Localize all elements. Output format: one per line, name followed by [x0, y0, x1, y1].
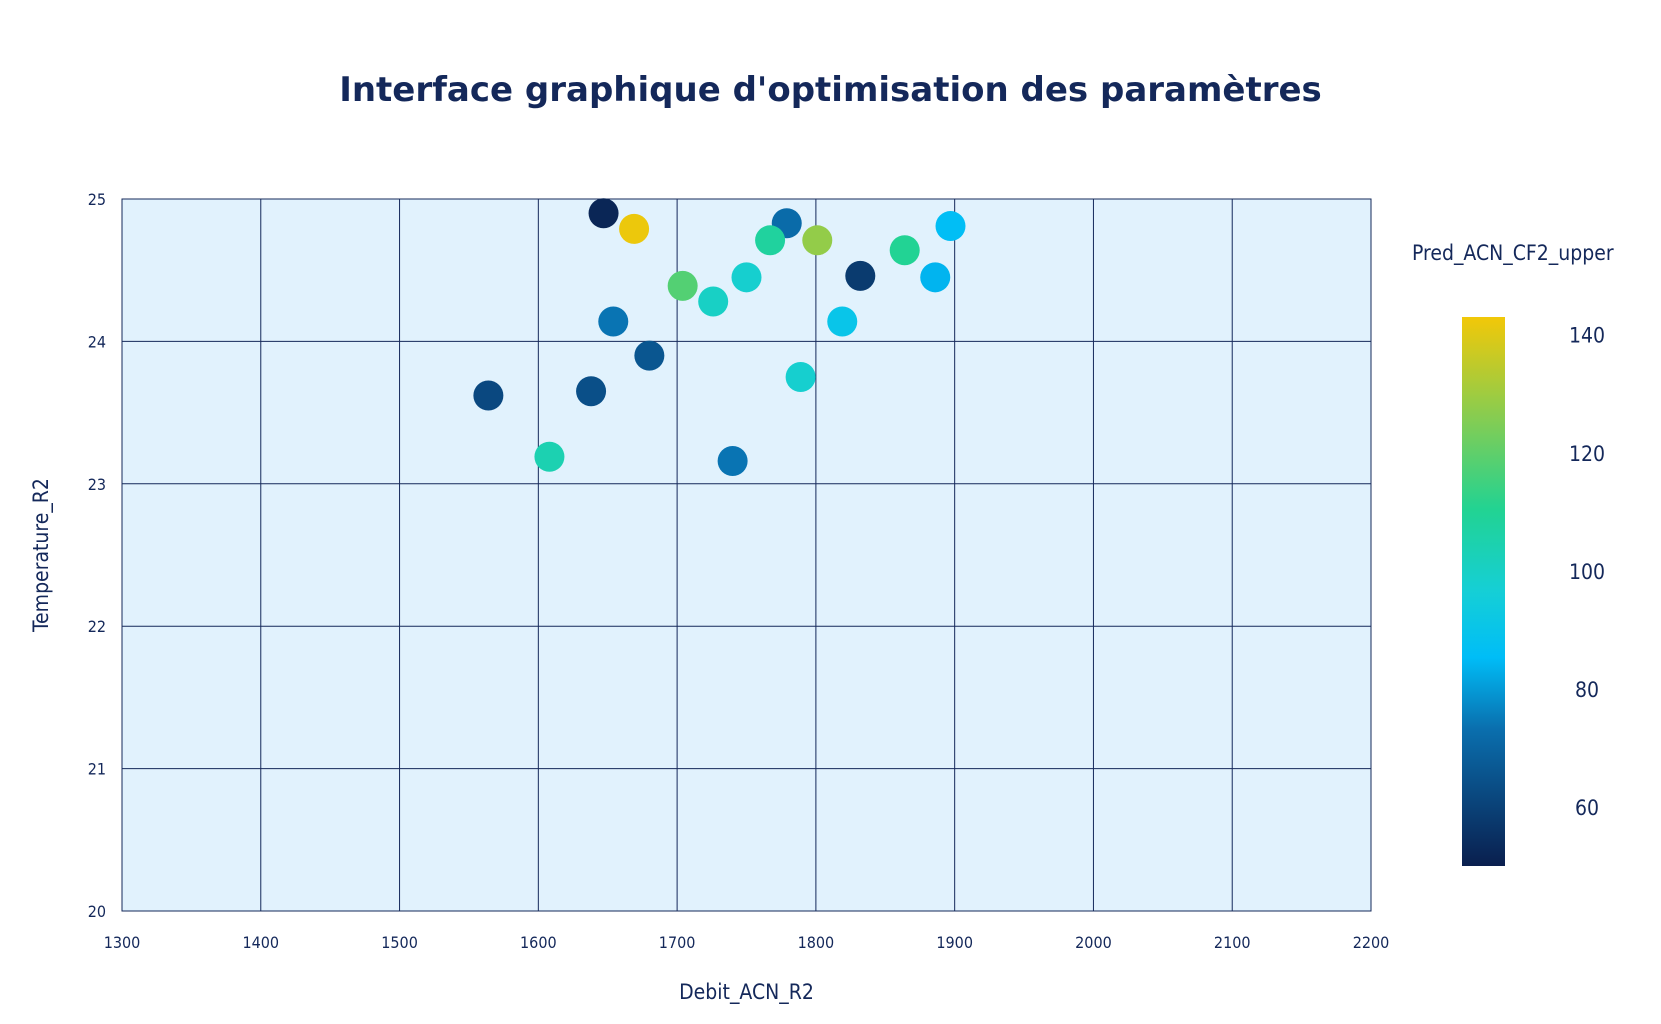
axis-ticks: 1300 1400 1500 1600 1700 1800 1900 2000 2100 2200… [88, 190, 1390, 952]
y-tick-label: 21 [88, 760, 106, 779]
scatter-point[interactable] [598, 306, 629, 337]
scatter-point[interactable] [588, 198, 619, 229]
y-tick-label: 24 [88, 332, 106, 351]
scatter-point[interactable] [920, 262, 951, 293]
x-tick-label: 2100 [1214, 933, 1251, 952]
scatter-point[interactable] [935, 211, 966, 242]
x-tick-label: 2000 [1075, 933, 1112, 952]
scatter-point[interactable] [785, 362, 816, 392]
x-tick-label: 1300 [104, 933, 141, 952]
x-tick-label: 2200 [1353, 933, 1390, 952]
x-axis-label: Debit_ACN_R2 [679, 980, 814, 1005]
scatter-point[interactable] [667, 270, 698, 301]
colorbar-tick-label: 60 [1575, 796, 1599, 820]
scatter-point[interactable] [698, 286, 729, 317]
y-tick-label: 20 [88, 902, 106, 921]
scatter-point[interactable] [473, 380, 504, 411]
x-tick-label: 1500 [381, 933, 418, 952]
colorbar-tick-label: 100 [1569, 560, 1605, 584]
colorbar-ticks: 60 80 100 120 140 [1569, 324, 1605, 820]
plot-border [121, 198, 1372, 912]
colorbar [1462, 317, 1505, 866]
x-tick-label: 1400 [242, 933, 279, 952]
scatter-point[interactable] [755, 225, 786, 256]
y-axis-label: Temperature_R2 [29, 478, 54, 633]
y-tick-label: 22 [88, 617, 106, 636]
y-tick-label: 25 [88, 190, 106, 209]
scatter-point[interactable] [634, 340, 665, 371]
plot-area [122, 199, 1371, 911]
x-tick-label: 1700 [659, 933, 696, 952]
scatter-point[interactable] [717, 446, 748, 477]
scatter-point[interactable] [827, 306, 858, 337]
scatter-point[interactable] [619, 213, 650, 244]
colorbar-title: Pred_ACN_CF2_upper [1412, 241, 1614, 266]
colorbar-tick-label: 120 [1569, 442, 1605, 466]
x-tick-label: 1900 [936, 933, 973, 952]
colorbar-tick-label: 80 [1575, 678, 1599, 702]
x-tick-label: 1600 [520, 933, 557, 952]
scatter-point[interactable] [889, 235, 920, 266]
scatter-point[interactable] [802, 225, 833, 256]
scatter-point[interactable] [731, 262, 762, 293]
chart-title: Interface graphique d'optimisation des p… [339, 70, 1322, 110]
colorbar-tick-label: 140 [1569, 324, 1605, 348]
scatter-point[interactable] [576, 376, 607, 407]
data-points [473, 198, 966, 477]
y-tick-label: 23 [88, 475, 106, 494]
grid [121, 198, 1372, 912]
scatter-point[interactable] [845, 260, 876, 291]
x-tick-label: 1800 [798, 933, 835, 952]
scatter-point[interactable] [534, 441, 565, 472]
